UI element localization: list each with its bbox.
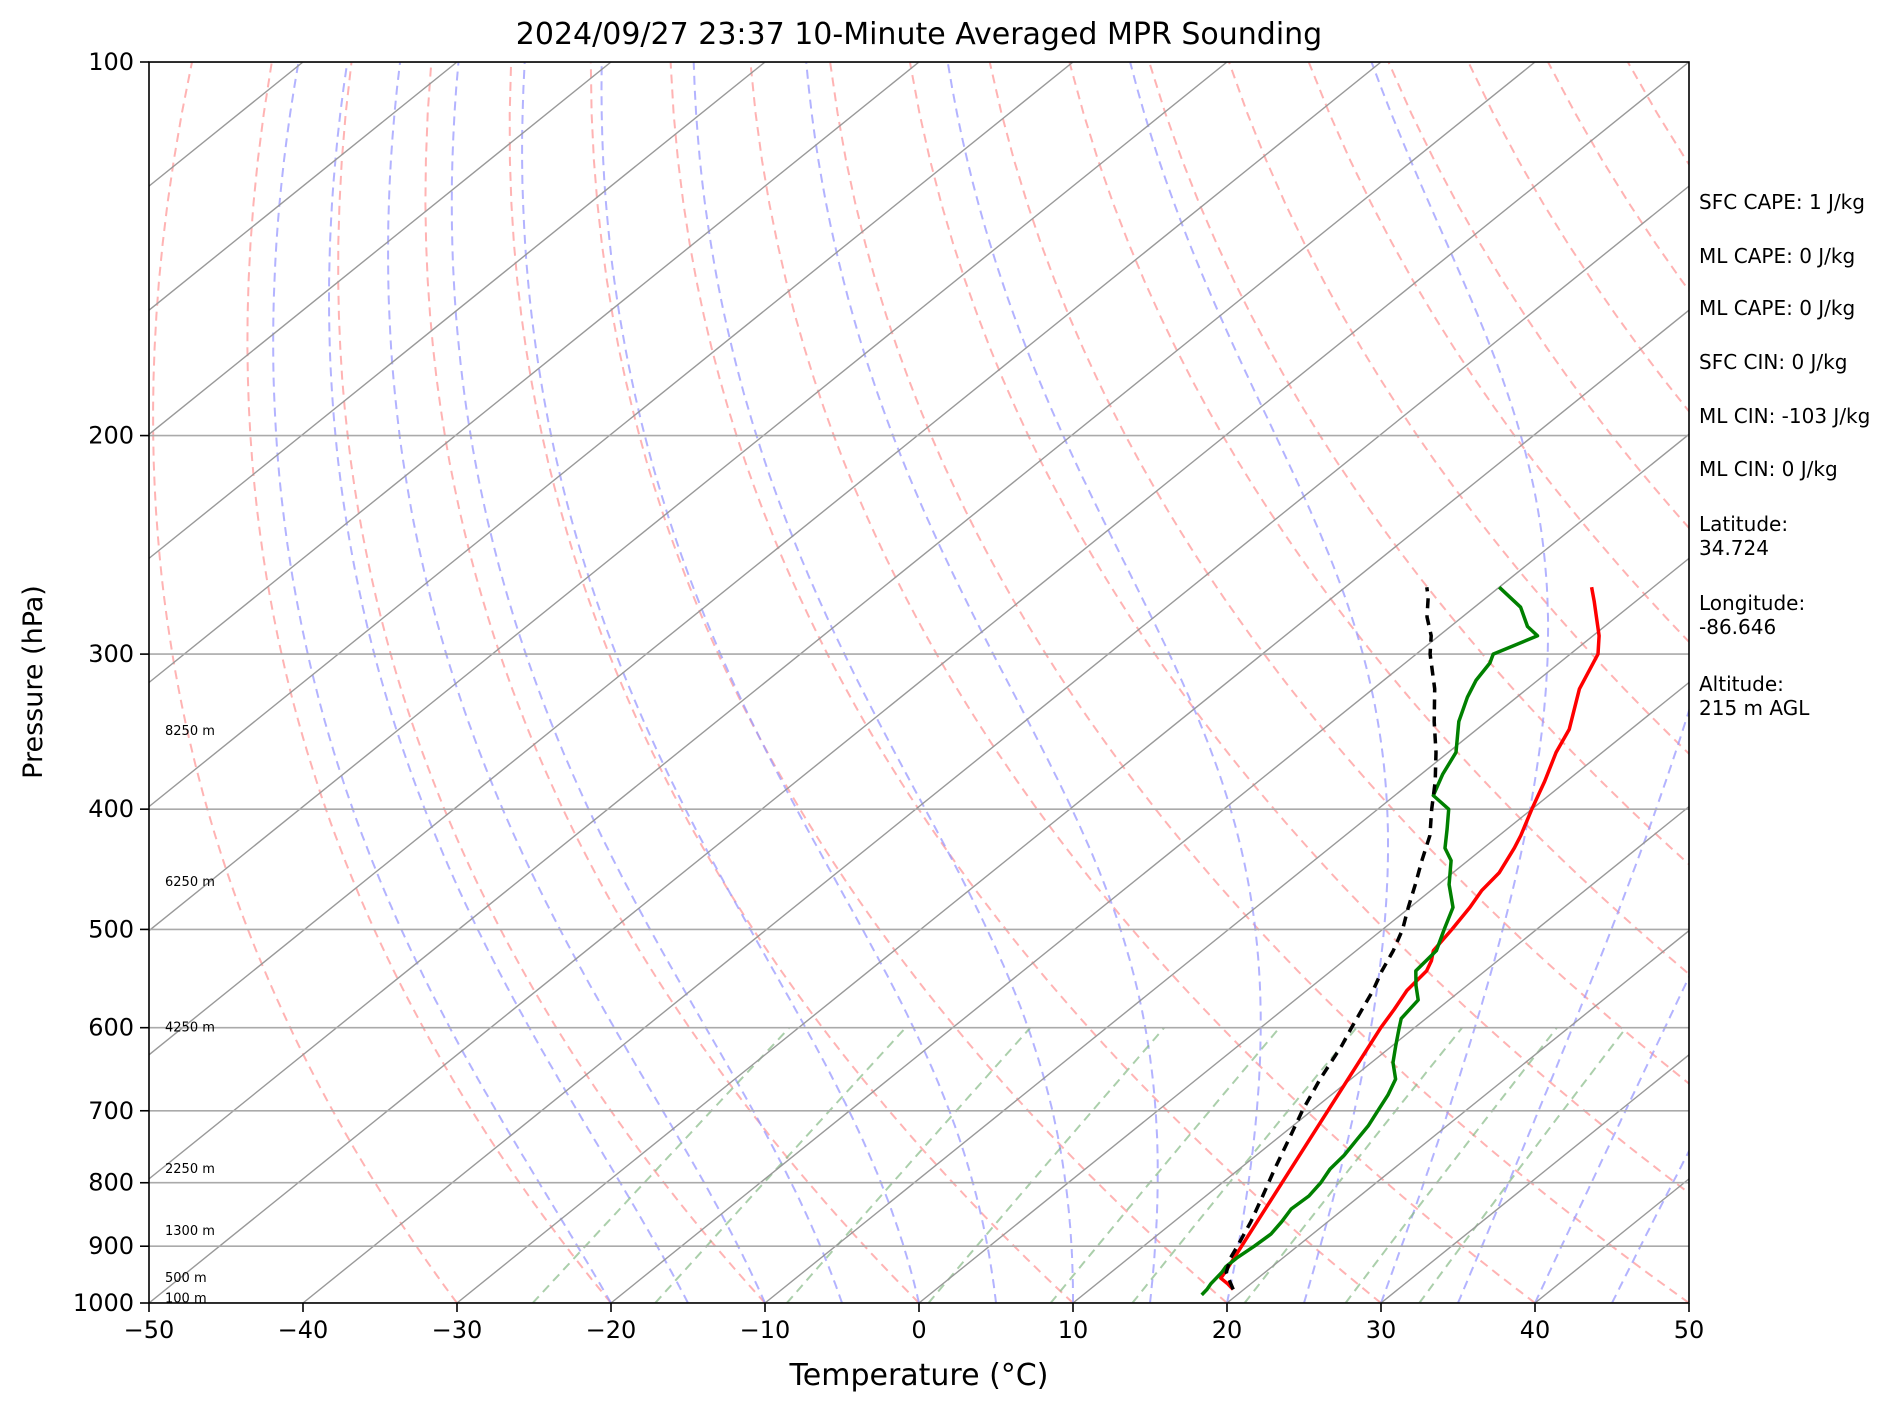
x-tick-label: 10	[1058, 1316, 1089, 1344]
y-axis-label: Pressure (hPa)	[18, 585, 49, 779]
ml-cape-text: ML CAPE: 0 J/kg	[1699, 244, 1856, 268]
dry-adiabat-line	[589, 62, 1228, 1303]
isotherm-line	[149, 62, 1074, 808]
mixing-ratio-line	[786, 1027, 1032, 1303]
dry-adiabat-line	[829, 62, 1689, 1303]
height-label: 6250 m	[165, 875, 215, 890]
height-label: 8250 m	[165, 724, 215, 739]
isotherm-line	[149, 62, 612, 436]
moist-adiabat-line	[387, 62, 766, 1303]
dry-adiabat-line	[908, 62, 1689, 1195]
dry-adiabat-line	[669, 62, 1382, 1303]
y-tick-label: 1000	[73, 1289, 134, 1317]
height-label: 1300 m	[165, 1224, 215, 1239]
altitude-text: Altitude: 215 m AGL	[1699, 672, 1810, 720]
dry-adiabat-line	[508, 62, 1074, 1303]
isotherm-line	[302, 185, 1689, 1303]
moist-adiabat-line	[450, 62, 843, 1303]
isotherm-line	[918, 681, 1689, 1303]
isotherm-line	[1072, 805, 1689, 1303]
ml-cin-text: ML CIN: -103 J/kg	[1699, 404, 1871, 428]
moist-adiabat-line	[521, 62, 920, 1303]
moist-adiabat-line	[1611, 1148, 1689, 1303]
x-axis: −50 −40 −30 −20 −10 0 10 20 30 40 50	[124, 1303, 1705, 1344]
dry-adiabat-line	[1148, 62, 1689, 866]
height-label: 4250 m	[165, 1021, 215, 1036]
y-tick-label: 400	[88, 795, 134, 823]
chart-title: 2024/09/27 23:37 10-Minute Averaged MPR …	[516, 17, 1322, 52]
x-tick-label: 40	[1520, 1316, 1551, 1344]
x-tick-label: −40	[278, 1316, 329, 1344]
y-tick-label: 300	[88, 640, 134, 668]
x-tick-label: 0	[911, 1316, 926, 1344]
moist-adiabat-line	[1534, 974, 1689, 1303]
dry-adiabat-line	[152, 62, 458, 1303]
sfc-cape-text: SFC CAPE: 1 J/kg	[1699, 190, 1865, 214]
mixing-ratio-line	[1418, 1027, 1627, 1303]
profile-layer	[1200, 585, 1601, 1297]
isotherm-line	[1380, 1053, 1689, 1303]
y-tick-label: 700	[88, 1097, 134, 1125]
x-tick-label: −30	[432, 1316, 483, 1344]
latitude-text: Latitude: 34.724	[1699, 512, 1789, 560]
temperature-profile-line	[1219, 586, 1601, 1291]
isotherm-line	[764, 557, 1689, 1303]
isotherm-line	[149, 62, 458, 312]
isotherm-line	[149, 62, 920, 684]
x-axis-label: Temperature (°C)	[789, 1358, 1049, 1393]
height-label: 2250 m	[165, 1162, 215, 1177]
isotherm-line	[149, 62, 1689, 1303]
y-tick-label: 100	[88, 48, 134, 76]
isotherm-line	[149, 62, 1228, 932]
isotherm-line	[610, 433, 1689, 1303]
dry-adiabat-line	[988, 62, 1689, 1085]
isotherm-line	[456, 309, 1689, 1303]
x-tick-label: −20	[586, 1316, 637, 1344]
longitude-text: Longitude: -86.646	[1699, 591, 1806, 639]
y-tick-label: 900	[88, 1232, 134, 1260]
height-label: 100 m	[165, 1292, 207, 1307]
sfc-cin-text: SFC CIN: 0 J/kg	[1699, 350, 1848, 374]
x-tick-label: −10	[740, 1316, 791, 1344]
dry-adiabat-line	[1068, 62, 1689, 976]
isotherm-line	[1226, 929, 1689, 1303]
x-tick-label: −50	[124, 1316, 175, 1344]
x-tick-label: 50	[1674, 1316, 1705, 1344]
ml-cape-text-2: ML CAPE: 0 J/kg	[1699, 296, 1856, 320]
parcel_profile-profile-line	[1224, 586, 1438, 1291]
y-tick-label: 200	[88, 422, 134, 450]
isotherm-line	[149, 62, 1382, 1056]
moist-adiabat-line	[600, 62, 997, 1303]
dry-adiabat-line	[424, 62, 920, 1303]
y-tick-label: 800	[88, 1169, 134, 1197]
dry-adiabat-line	[337, 62, 766, 1303]
isotherm-line	[149, 62, 766, 560]
dry-adiabat-line	[246, 62, 612, 1303]
ml-cin-text-2: ML CIN: 0 J/kg	[1699, 457, 1838, 481]
height-label: 500 m	[165, 1271, 207, 1286]
dry-adiabat-line	[1228, 62, 1689, 756]
y-tick-label: 500	[88, 915, 134, 943]
moist-adiabat-line	[1457, 62, 1689, 1303]
x-tick-label: 20	[1212, 1316, 1243, 1344]
dry-adiabat-line	[749, 62, 1536, 1303]
isotherm-line	[149, 62, 1536, 1180]
y-tick-label: 600	[88, 1014, 134, 1042]
mixing-ratio-line	[531, 1027, 791, 1303]
x-tick-label: 30	[1366, 1316, 1397, 1344]
y-axis: 100 200 300 400 500 600 700 800 900 1000	[73, 48, 149, 1317]
mixing-ratio-line	[654, 1027, 907, 1303]
dewpoint-profile-line	[1200, 585, 1540, 1297]
